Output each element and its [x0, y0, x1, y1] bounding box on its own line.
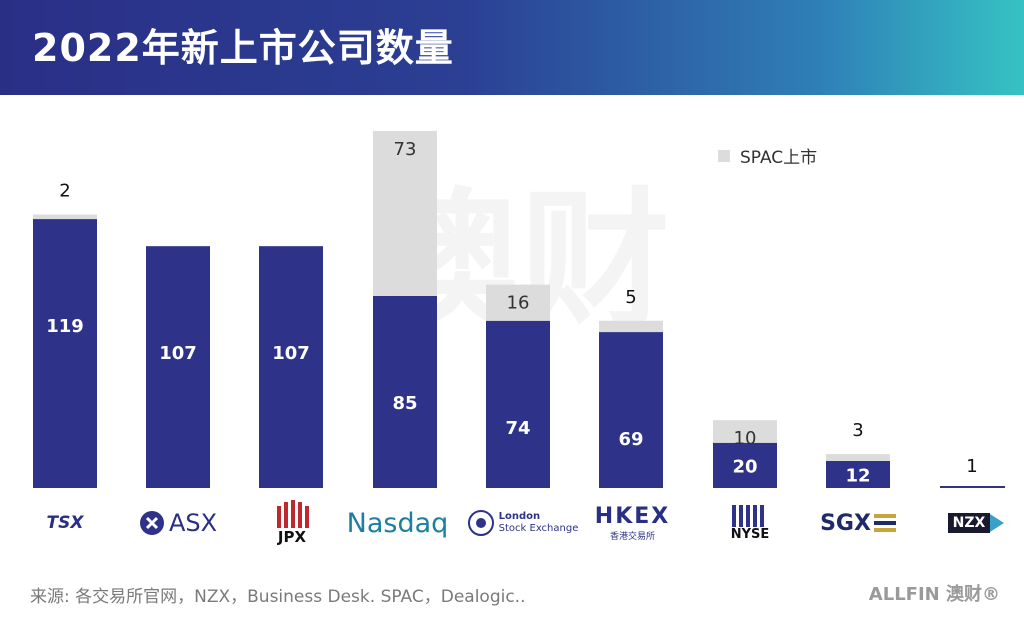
label-hkex-listings: 69 [618, 429, 643, 450]
label-nzx-above: 1 [966, 456, 977, 477]
logo-nyse: NYSE [720, 498, 780, 548]
logo-sgx-text: SGX [820, 510, 871, 536]
logo-nyse-text: NYSE [730, 526, 770, 542]
label-nasdaq-listings: 85 [392, 393, 417, 414]
bar-jpx-listings [259, 246, 323, 488]
logo-jpx-text: JPX [277, 528, 307, 546]
label-hkex-above: 5 [625, 287, 636, 308]
asx-mark-icon [139, 511, 164, 535]
bar-nasdaq-spac [373, 130, 437, 296]
jpx-mark-icon [277, 500, 309, 528]
logo-nasdaq: Nasdaq [345, 498, 450, 548]
label-sgx-listings: 12 [845, 465, 870, 486]
header-banner: 2022年新上市公司数量 [0, 0, 1024, 95]
legend-label-spac: SPAC上市 [740, 148, 817, 168]
logo-lse-line2: Stock Exchange [498, 523, 579, 534]
logo-jpx: JPX [262, 498, 322, 548]
source-note: 来源: 各交易所官网，NZX，Business Desk. SPAC，Dealo… [30, 587, 526, 607]
bar-london-stock-exchange-spac [486, 284, 550, 321]
label-nasdaq-spac: 73 [394, 139, 417, 160]
brand-logo: ALLFIN 澳财® [868, 584, 1000, 605]
logo-tsx: TSX [30, 498, 100, 548]
label-london-stock-exchange-listings: 74 [505, 418, 530, 439]
bar-nasdaq-listings [373, 295, 437, 488]
nyse-columns-icon [732, 504, 764, 527]
bar-nyse-spac [713, 420, 777, 443]
logo-asx-text: ASX [168, 509, 218, 537]
logo-hkex-sub: 香港交易所 [609, 532, 655, 542]
logo-nzx-text: NZX [947, 513, 991, 533]
lse-crest-icon [467, 510, 494, 536]
nzx-arrow-icon [990, 514, 1005, 532]
legend-swatch-spac [718, 150, 730, 162]
legend: SPAC上市 [718, 148, 817, 168]
logo-nzx: NZX [945, 498, 1007, 548]
logo-hkex: HKEX 香港交易所 [595, 498, 670, 548]
logo-sgx: SGX [818, 498, 898, 548]
label-nyse-listings: 20 [732, 456, 757, 477]
page-title: 2022年新上市公司数量 [32, 26, 454, 70]
bar-london-stock-exchange-listings [486, 320, 550, 488]
logo-lse-line1: London [498, 511, 541, 522]
label-sgx-above: 3 [852, 420, 863, 441]
label-nyse-spac: 10 [734, 428, 757, 449]
label-tsx-listings: 119 [46, 316, 84, 337]
label-tsx-above: 2 [59, 181, 70, 202]
logo-hkex-text: HKEX [594, 504, 671, 529]
bar-sgx-listings [826, 460, 890, 488]
label-asx-listings: 107 [159, 343, 197, 364]
logo-nasdaq-text: Nasdaq [346, 507, 449, 539]
bar-asx-listings [146, 246, 210, 488]
logo-lse: London Stock Exchange [465, 498, 580, 548]
label-jpx-listings: 107 [272, 343, 310, 364]
bar-tsx-spac [33, 214, 97, 220]
sgx-stripes-icon [873, 514, 896, 532]
label-london-stock-exchange-spac: 16 [507, 293, 530, 314]
bar-hkex-spac [599, 320, 663, 333]
logo-asx: ASX [133, 498, 223, 548]
bar-hkex-listings [599, 332, 663, 488]
logo-tsx-text: TSX [46, 513, 84, 533]
bar-nyse-listings [713, 442, 777, 488]
bar-sgx-spac [826, 454, 890, 461]
bar-tsx-listings [33, 219, 97, 488]
